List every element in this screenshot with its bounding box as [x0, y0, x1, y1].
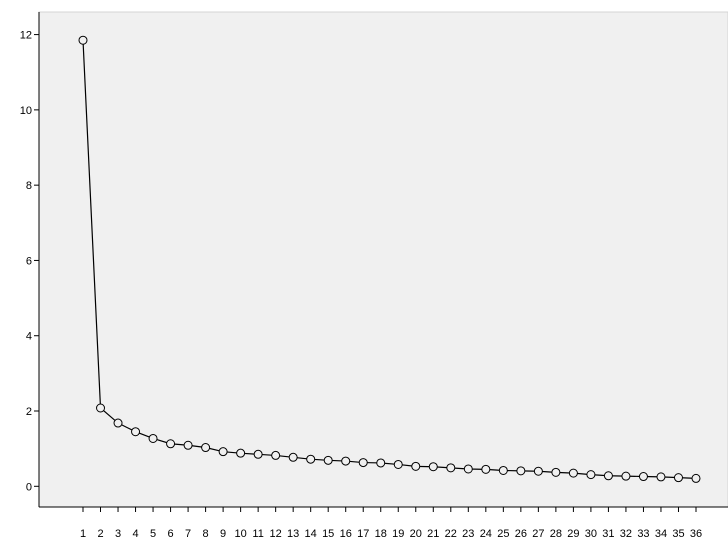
- data-point: [166, 439, 176, 449]
- data-point: [218, 447, 228, 457]
- data-point: [323, 455, 333, 465]
- x-tick-label: 34: [655, 528, 667, 539]
- x-tick-label: 15: [322, 528, 334, 539]
- x-tick-label: 33: [637, 528, 649, 539]
- data-point: [78, 35, 88, 45]
- data-point: [306, 454, 316, 464]
- data-point: [673, 473, 683, 483]
- x-tick-label: 8: [203, 528, 209, 539]
- x-tick-label: 1: [80, 528, 86, 539]
- x-tick-label: 6: [168, 528, 174, 539]
- data-point: [376, 458, 386, 468]
- data-point: [411, 461, 421, 471]
- data-point: [621, 471, 631, 481]
- x-tick-label: 23: [462, 528, 474, 539]
- y-tick-label: 8: [26, 180, 32, 192]
- plot-area: [38, 11, 728, 508]
- data-point: [498, 465, 508, 475]
- x-tick-label: 12: [270, 528, 282, 539]
- x-tick-label: 2: [97, 528, 103, 539]
- data-point: [586, 470, 596, 480]
- data-point: [656, 472, 666, 482]
- y-tick-label: 6: [26, 255, 32, 267]
- x-tick-label: 3: [115, 528, 121, 539]
- data-point: [603, 471, 613, 481]
- data-point: [691, 473, 701, 483]
- data-point: [463, 464, 473, 474]
- data-point: [131, 427, 141, 437]
- y-tick-label: 0: [26, 481, 32, 493]
- x-tick-label: 24: [480, 528, 492, 539]
- x-tick-label: 5: [150, 528, 156, 539]
- x-tick-label: 32: [620, 528, 632, 539]
- x-tick-label: 29: [567, 528, 579, 539]
- data-point: [148, 433, 158, 443]
- series-layer: [78, 35, 701, 483]
- x-tick-label: 17: [357, 528, 369, 539]
- x-tick-label: 14: [305, 528, 317, 539]
- x-tick-label: 31: [602, 528, 614, 539]
- data-point: [428, 462, 438, 472]
- data-point: [288, 452, 298, 462]
- data-point: [446, 463, 456, 473]
- x-tick-label: 9: [220, 528, 226, 539]
- x-tick-label: 35: [672, 528, 684, 539]
- x-tick-label: 10: [235, 528, 247, 539]
- x-tick-label: 25: [497, 528, 509, 539]
- y-tick-label: 12: [20, 30, 32, 42]
- x-tick-label: 26: [515, 528, 527, 539]
- x-tick-label: 27: [532, 528, 544, 539]
- data-point: [183, 440, 193, 450]
- data-point: [201, 443, 211, 453]
- y-tick-label: 2: [26, 406, 32, 418]
- data-point: [481, 464, 491, 474]
- x-tick-label: 13: [287, 528, 299, 539]
- data-point: [271, 450, 281, 460]
- data-point: [551, 467, 561, 477]
- x-axis: 1 2 3 4 5 6 7 8 9 10 11 12 13 14 15 16 17 18 19 20 21 22 23 24 2…: [39, 506, 728, 540]
- x-tick-label: 16: [340, 528, 352, 539]
- x-tick-label: 18: [375, 528, 387, 539]
- x-tick-label: 4: [132, 528, 138, 539]
- data-point: [393, 459, 403, 469]
- data-point: [516, 466, 526, 476]
- x-tick-label: 30: [585, 528, 597, 539]
- x-tick-label: 7: [185, 528, 191, 539]
- data-point: [358, 458, 368, 468]
- data-point: [113, 418, 123, 428]
- data-point: [96, 403, 106, 413]
- data-point: [638, 472, 648, 482]
- data-point: [533, 466, 543, 476]
- x-tick-label: 19: [392, 528, 404, 539]
- x-tick-label: 22: [445, 528, 457, 539]
- data-point: [236, 448, 246, 458]
- y-axis: 0 2 4 6 8 10 12: [20, 12, 40, 507]
- x-tick-label: 36: [690, 528, 702, 539]
- data-point: [341, 456, 351, 466]
- x-tick-label: 21: [427, 528, 439, 539]
- x-tick-label: 28: [550, 528, 562, 539]
- y-tick-label: 10: [20, 105, 32, 117]
- data-point: [568, 468, 578, 478]
- x-tick-label: 20: [410, 528, 422, 539]
- data-point: [253, 449, 263, 459]
- x-tick-label: 11: [252, 528, 263, 539]
- y-tick-label: 4: [26, 331, 32, 343]
